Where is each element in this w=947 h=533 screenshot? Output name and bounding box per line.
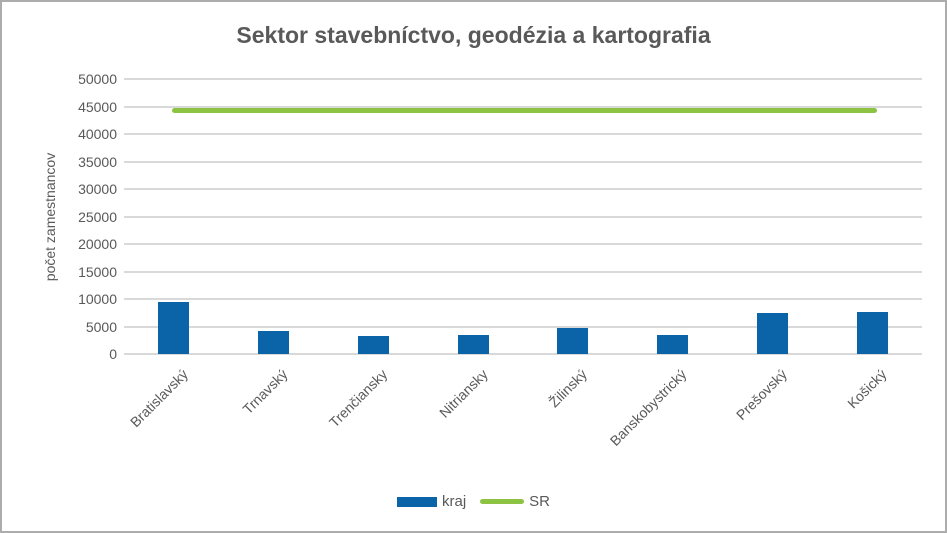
y-tick-label: 40000	[78, 126, 117, 142]
legend-label-sr: SR	[529, 493, 550, 510]
gridline	[124, 270, 922, 273]
bar	[557, 327, 589, 354]
bar	[756, 313, 788, 354]
legend-item-kraj: kraj	[396, 493, 467, 510]
x-category-label: Bratislavský	[127, 366, 192, 431]
legend-swatch-kraj-bar	[396, 496, 437, 507]
x-category-label: Banskobystrický	[607, 366, 690, 449]
bar	[158, 301, 190, 354]
y-tick-label: 20000	[78, 236, 117, 252]
y-tick-label: 35000	[78, 153, 117, 170]
y-tick-label: 50000	[78, 71, 117, 87]
y-tick-label: 10000	[78, 291, 117, 307]
gridline	[124, 325, 922, 328]
gridline	[124, 243, 922, 245]
x-category-label: Trnavský	[239, 366, 291, 418]
bar	[457, 334, 489, 354]
y-tick-label: 0	[109, 346, 117, 362]
gridline	[124, 105, 922, 108]
gridline	[124, 160, 922, 163]
y-tick-label: 15000	[78, 263, 117, 280]
sr-line	[171, 107, 878, 113]
gridline	[124, 78, 922, 80]
x-category-label: Žilinský	[545, 366, 591, 411]
legend-item-sr: SR	[480, 493, 550, 510]
x-category-label: Košický	[844, 366, 890, 412]
gridline	[124, 133, 922, 135]
bar	[258, 330, 290, 354]
chart-title: Sektor stavebníctvo, geodézia a kartogra…	[236, 22, 711, 48]
gridline	[124, 215, 922, 218]
gridline	[124, 298, 922, 300]
x-category-label: Nitriansky	[435, 366, 491, 421]
bar	[357, 336, 389, 354]
y-tick-label: 45000	[78, 98, 117, 115]
gridline	[124, 188, 922, 190]
bar	[657, 334, 689, 354]
x-category-label: Prešovský	[732, 366, 790, 423]
x-category-label: Trenčiansky	[326, 366, 391, 431]
y-tick-label: 25000	[78, 208, 117, 225]
y-tick-label: 30000	[78, 181, 117, 197]
chart-legend: kraj SR	[2, 493, 945, 510]
y-tick-label: 5000	[85, 318, 117, 335]
legend-swatch-sr-line	[480, 499, 525, 504]
plot-area	[124, 78, 922, 355]
gridline	[124, 353, 922, 355]
bar	[856, 312, 888, 354]
legend-label-kraj: kraj	[441, 493, 467, 510]
